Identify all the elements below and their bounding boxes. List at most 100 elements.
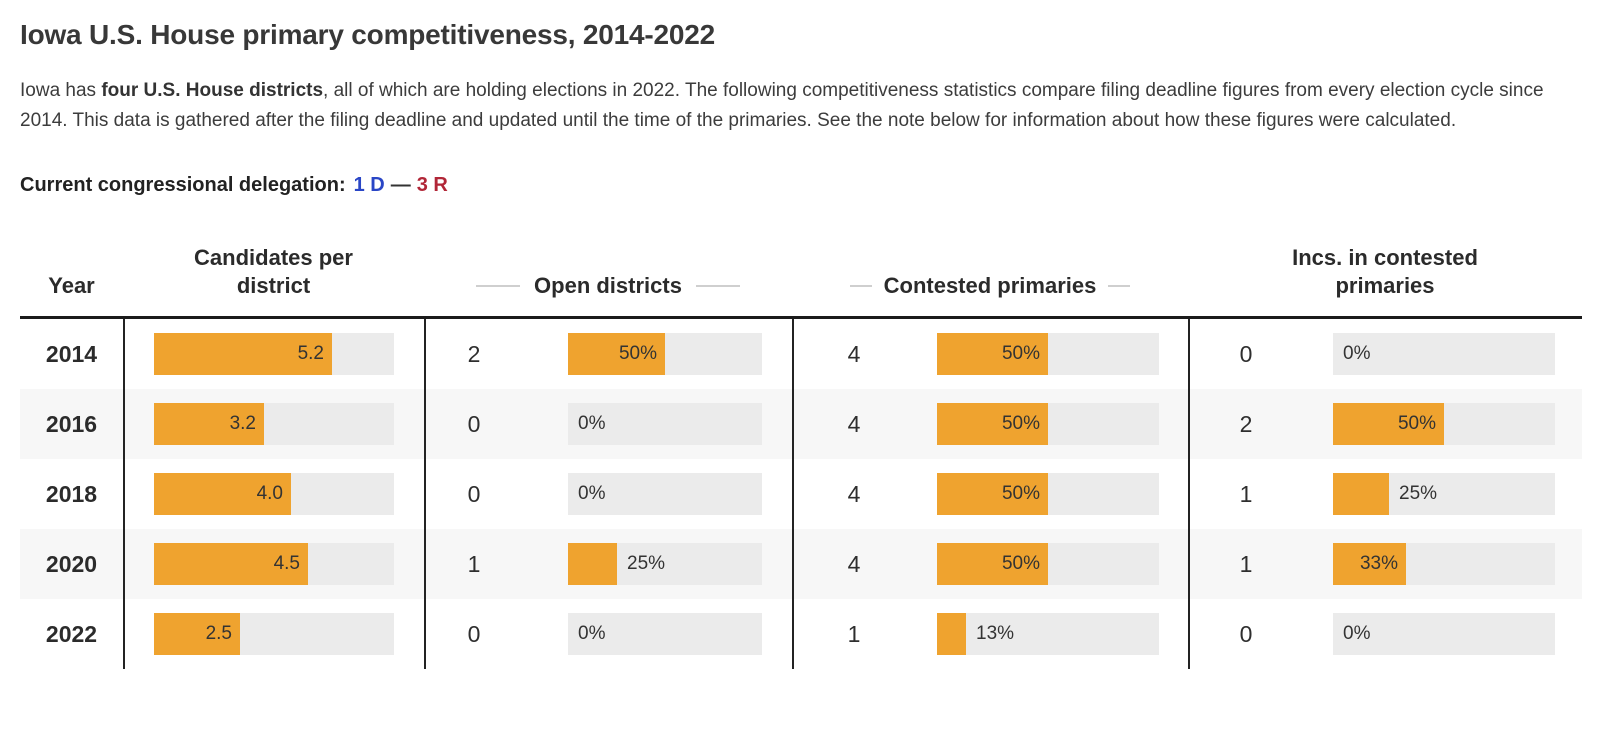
bar-track: 3.2 [154, 403, 394, 445]
header-rule-right [1108, 285, 1131, 287]
delegation-republican-count: 3 R [416, 174, 448, 196]
bar-fill [568, 333, 665, 375]
article: Iowa U.S. House primary competitiveness,… [20, 19, 1582, 669]
table-row: 2018 4.0 0 0% 4 50% 1 25% [20, 459, 1582, 529]
incs-cell: 2 50% [1188, 389, 1582, 459]
count-value: 0 [1239, 340, 1253, 367]
table-header-incumbents: Incs. in contested primaries [1188, 244, 1582, 300]
bar-track: 50% [937, 403, 1159, 445]
open-cell: 0 0% [424, 459, 792, 529]
open-cell: 2 50% [424, 319, 792, 389]
contested-cell: 4 50% [792, 389, 1188, 459]
incs-cell: 1 33% [1188, 529, 1582, 599]
bar-fill [154, 613, 240, 655]
bar-value-label: 5.2 [297, 343, 324, 364]
incs-cell: 1 25% [1188, 459, 1582, 529]
header-label-contested-primaries: Contested primaries [883, 273, 1097, 298]
candidates-cell: 5.2 [123, 319, 424, 389]
table-row: 2014 5.2 2 50% 4 50% 0 0% [20, 319, 1582, 389]
bar-track: 0% [1333, 333, 1555, 375]
bar-track: 33% [1333, 543, 1555, 585]
count-value: 1 [1239, 550, 1253, 577]
table-header-row: Year Candidates per district Open distri… [20, 244, 1582, 316]
bar-fill [568, 543, 617, 585]
bar-fill [937, 333, 1048, 375]
table-header-candidates: Candidates per district [123, 244, 424, 300]
bar-fill [937, 613, 966, 655]
bar-value-label: 25% [1399, 483, 1438, 504]
bar-value-label: 50% [618, 343, 657, 364]
table-row: 2022 2.5 0 0% 1 13% 0 0% [20, 599, 1582, 669]
intro-text-start: Iowa has [20, 80, 102, 101]
candidates-cell: 2.5 [123, 599, 424, 669]
bar-value-label: 13% [976, 623, 1015, 644]
intro-bold-text: four U.S. House districts [101, 80, 324, 101]
year-cell: 2018 [45, 480, 98, 507]
table-row: 2020 4.5 1 25% 4 50% 1 33% [20, 529, 1582, 599]
count-value: 2 [467, 340, 481, 367]
bar-fill [1333, 403, 1444, 445]
bar-value-label: 25% [627, 553, 666, 574]
bar-fill [154, 473, 291, 515]
bar-value-label: 50% [1001, 343, 1040, 364]
header-rule-left [849, 285, 872, 287]
year-cell: 2020 [45, 550, 98, 577]
table-header-contested-primaries: Contested primaries [792, 272, 1188, 300]
incs-cell: 0 0% [1188, 599, 1582, 669]
bar-value-label: 4.5 [273, 553, 300, 574]
table-row: 2016 3.2 0 0% 4 50% 2 50% [20, 389, 1582, 459]
bar-value-label: 33% [1359, 553, 1398, 574]
contested-cell: 4 50% [792, 459, 1188, 529]
bar-track: 0% [568, 403, 762, 445]
bar-fill [937, 403, 1048, 445]
count-value: 1 [1239, 480, 1253, 507]
bar-track: 0% [568, 613, 762, 655]
page-title: Iowa U.S. House primary competitiveness,… [20, 19, 715, 50]
table-header-year: Year [20, 272, 123, 300]
bar-fill [154, 403, 264, 445]
competitiveness-table: Year Candidates per district Open distri… [20, 244, 1582, 669]
contested-cell: 4 50% [792, 529, 1188, 599]
count-value: 4 [847, 550, 861, 577]
count-value: 4 [847, 410, 861, 437]
bar-track: 50% [568, 333, 762, 375]
bar-value-label: 4.0 [256, 483, 283, 504]
bar-track: 0% [568, 473, 762, 515]
bar-value-label: 0% [1343, 623, 1371, 644]
count-value: 0 [467, 410, 481, 437]
bar-track: 2.5 [154, 613, 394, 655]
header-rule-left [476, 285, 521, 287]
bar-track: 50% [1333, 403, 1555, 445]
bar-fill [154, 543, 308, 585]
table-header-open-districts: Open districts [424, 272, 792, 300]
intro-paragraph: Iowa has four U.S. House districts, all … [20, 76, 1578, 136]
count-value: 1 [467, 550, 481, 577]
open-cell: 0 0% [424, 599, 792, 669]
candidates-cell: 4.0 [123, 459, 424, 529]
delegation-label: Current congressional delegation: [20, 174, 346, 196]
bar-value-label: 50% [1001, 483, 1040, 504]
delegation-dash: — [390, 174, 411, 196]
header-label-year: Year [48, 273, 95, 298]
bar-value-label: 0% [1343, 343, 1371, 364]
candidates-cell: 4.5 [123, 529, 424, 599]
bar-track: 0% [1333, 613, 1555, 655]
bar-fill [937, 543, 1048, 585]
bar-fill [1333, 543, 1406, 585]
bar-track: 50% [937, 333, 1159, 375]
bar-track: 50% [937, 473, 1159, 515]
bar-value-label: 0% [578, 483, 606, 504]
bar-track: 4.0 [154, 473, 394, 515]
contested-cell: 4 50% [792, 319, 1188, 389]
delegation-democrat-count: 1 D [353, 174, 385, 196]
bar-value-label: 3.2 [229, 413, 256, 434]
intro-text-rest: , all of which are holding elections in … [20, 80, 1544, 131]
header-label-incumbents: Incs. in contested primaries [1292, 245, 1478, 298]
bar-value-label: 50% [1397, 413, 1436, 434]
header-label-candidates: Candidates per district [194, 245, 353, 298]
contested-cell: 1 13% [792, 599, 1188, 669]
year-cell: 2022 [45, 620, 98, 647]
bar-fill [937, 473, 1048, 515]
count-value: 0 [1239, 620, 1253, 647]
table-body: 2014 5.2 2 50% 4 50% 0 0% 2016 3.2 0 0% 4 50% 2 50% 2018… [20, 316, 1582, 669]
